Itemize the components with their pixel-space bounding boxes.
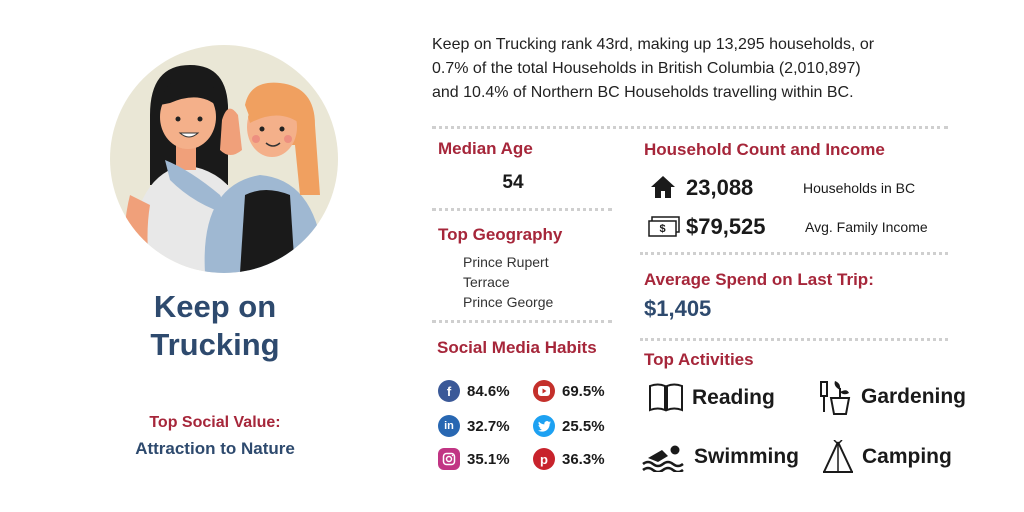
social-pinterest: p 36.3% (533, 448, 605, 470)
geography-item: Prince George (463, 294, 554, 310)
intro-text: Keep on Trucking rank 43rd, making up 13… (432, 33, 992, 105)
intro-line1: Keep on Trucking rank 43rd, making up 13… (432, 36, 875, 53)
social-pct: 84.6% (467, 382, 510, 400)
pinterest-icon: p (533, 448, 555, 470)
social-instagram: 35.1% (438, 448, 510, 470)
divider (640, 338, 948, 341)
swimming-icon (642, 445, 684, 472)
household-count-value: 23,088 (686, 175, 754, 200)
geography-item: Prince Rupert (463, 254, 549, 270)
svg-text:$: $ (659, 223, 665, 235)
facebook-icon: f (438, 380, 460, 402)
tent-icon (823, 440, 853, 473)
top-geography-list: Prince Rupert Terrace Prince George (463, 252, 553, 312)
divider (432, 126, 948, 129)
social-youtube: 69.5% (533, 380, 605, 402)
social-pct: 25.5% (562, 417, 605, 435)
persona-name: Keep on Trucking (80, 288, 350, 364)
top-geography-label: Top Geography (438, 225, 563, 244)
household-count-label: Households in BC (803, 180, 916, 196)
book-icon (649, 383, 683, 412)
social-pct: 32.7% (467, 417, 510, 435)
activity-label: Swimming (694, 445, 800, 468)
divider (432, 208, 612, 211)
activity-label: Gardening (861, 385, 967, 408)
persona-name-line2: Trucking (150, 327, 280, 362)
instagram-icon (438, 448, 460, 470)
activity-camping: Camping (822, 440, 952, 474)
divider (640, 252, 948, 255)
geography-item: Terrace (463, 274, 510, 290)
house-icon (650, 175, 676, 204)
social-twitter: 25.5% (533, 415, 605, 437)
persona-illustration (110, 45, 338, 273)
income-value: $79,525 (686, 214, 766, 239)
income-label: Avg. Family Income (805, 219, 928, 235)
social-facebook: f 84.6% (438, 380, 510, 402)
median-age-value: 54 (502, 172, 524, 193)
activity-label: Camping (862, 445, 952, 468)
divider (432, 320, 612, 323)
youtube-icon (533, 380, 555, 402)
social-pct: 36.3% (562, 450, 605, 468)
top-social-value: Attraction to Nature (135, 439, 295, 458)
spend-label: Average Spend on Last Trip: (644, 270, 874, 289)
household-label: Household Count and Income (644, 140, 885, 159)
social-pct: 69.5% (562, 382, 605, 400)
intro-line3: and 10.4% of Northern BC Households trav… (432, 84, 854, 101)
activity-reading: Reading (648, 382, 775, 414)
social-linkedin: in 32.7% (438, 415, 510, 437)
top-social-value-label: Top Social Value: (149, 414, 281, 431)
social-media-label: Social Media Habits (437, 338, 597, 357)
top-activities-label: Top Activities (644, 350, 754, 369)
cash-icon: $ (648, 216, 680, 243)
social-pct: 35.1% (467, 450, 510, 468)
activity-label: Reading (692, 386, 775, 409)
intro-line2: 0.7% of the total Households in British … (432, 60, 861, 77)
activity-gardening: Gardening (815, 378, 966, 416)
twitter-icon (533, 415, 555, 437)
gardening-icon (820, 381, 851, 415)
two-women-illustration (124, 65, 325, 273)
median-age-label: Median Age (438, 139, 533, 158)
linkedin-icon: in (438, 415, 460, 437)
persona-name-line1: Keep on (153, 289, 277, 324)
activity-swimming: Swimming (642, 442, 799, 472)
spend-value: $1,405 (644, 296, 712, 321)
